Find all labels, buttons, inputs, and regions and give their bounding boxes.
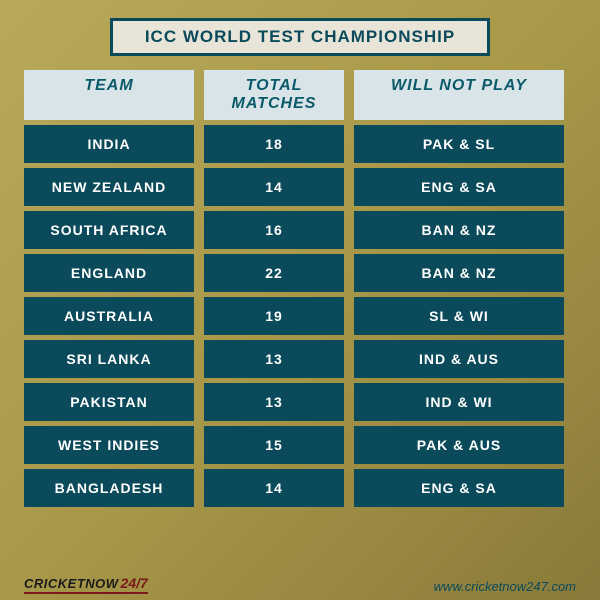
table-cell: PAKISTAN (24, 383, 194, 421)
table-cell: SL & WI (354, 297, 564, 335)
title-box: ICC WORLD TEST CHAMPIONSHIP (110, 18, 490, 56)
table-cell: 13 (204, 340, 344, 378)
table-cell: ENGLAND (24, 254, 194, 292)
table-cell: SRI LANKA (24, 340, 194, 378)
page-title: ICC WORLD TEST CHAMPIONSHIP (113, 27, 487, 47)
table-cell: PAK & AUS (354, 426, 564, 464)
table-cell: PAK & SL (354, 125, 564, 163)
matches-table: TEAM TOTAL MATCHES WILL NOT PLAY INDIA 18… (24, 70, 576, 507)
table-cell: BAN & NZ (354, 211, 564, 249)
col-header-matches: TOTAL MATCHES (204, 70, 344, 120)
table-cell: 18 (204, 125, 344, 163)
table-cell: 22 (204, 254, 344, 292)
table-cell: ENG & SA (354, 168, 564, 206)
table-cell: SOUTH AFRICA (24, 211, 194, 249)
table-cell: 19 (204, 297, 344, 335)
table-cell: IND & AUS (354, 340, 564, 378)
brand-logo: CRICKETNOW 24/7 (24, 575, 148, 594)
table-cell: 15 (204, 426, 344, 464)
table-cell: 13 (204, 383, 344, 421)
table-cell: WEST INDIES (24, 426, 194, 464)
table-cell: BANGLADESH (24, 469, 194, 507)
table-cell: 14 (204, 168, 344, 206)
site-url: www.cricketnow247.com (434, 579, 576, 594)
table-cell: 16 (204, 211, 344, 249)
table-cell: NEW ZEALAND (24, 168, 194, 206)
col-header-team: TEAM (24, 70, 194, 120)
table-cell: INDIA (24, 125, 194, 163)
logo-underline (24, 592, 148, 594)
main-container: ICC WORLD TEST CHAMPIONSHIP TEAM TOTAL M… (0, 0, 600, 515)
table-cell: AUSTRALIA (24, 297, 194, 335)
logo-main-text: CRICKETNOW (24, 576, 119, 591)
footer: CRICKETNOW 24/7 www.cricketnow247.com (24, 575, 576, 594)
logo-suffix-text: 24/7 (121, 575, 148, 591)
col-header-willnotplay: WILL NOT PLAY (354, 70, 564, 120)
table-cell: IND & WI (354, 383, 564, 421)
table-cell: ENG & SA (354, 469, 564, 507)
table-cell: BAN & NZ (354, 254, 564, 292)
table-cell: 14 (204, 469, 344, 507)
